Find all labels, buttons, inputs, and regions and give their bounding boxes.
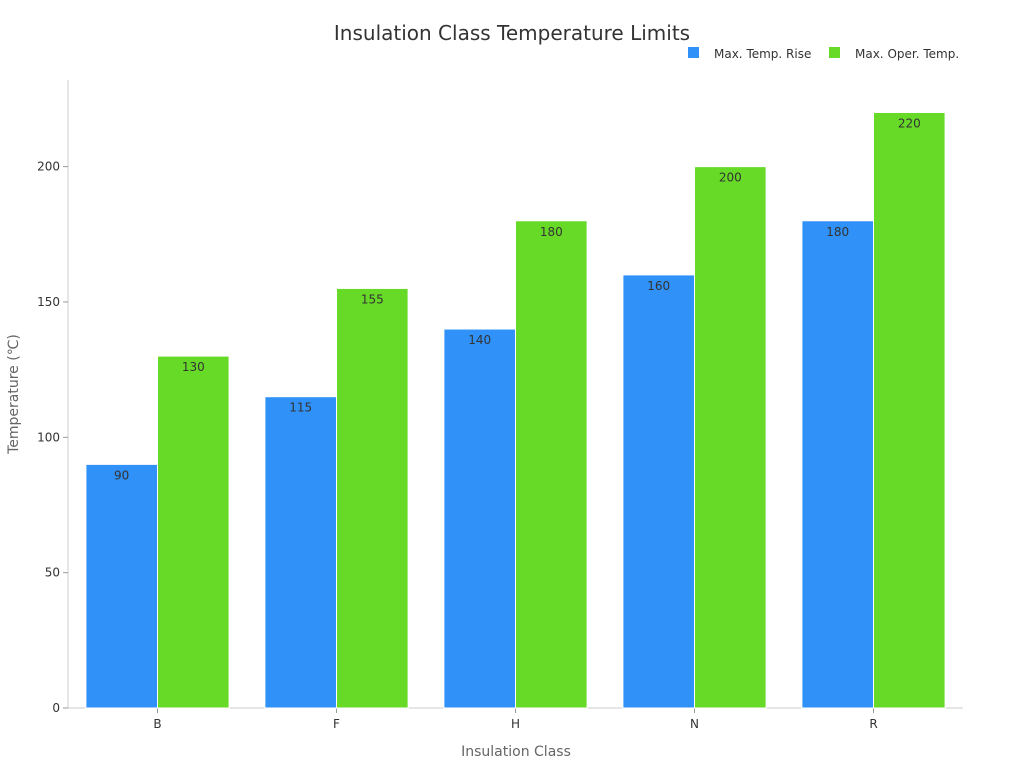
y-tick-label: 200 [37,160,60,174]
x-tick-label: B [153,717,161,731]
data-label: 155 [361,292,384,306]
legend: Max. Temp. Rise Max. Oper. Temp. [688,47,959,61]
data-label: 140 [468,333,491,347]
bar-B-0 [85,463,158,709]
x-tick-label: N [690,717,699,731]
legend-label: Max. Oper. Temp. [855,47,959,61]
bar-R-1 [873,111,946,709]
x-axis-label: Insulation Class [461,744,571,760]
bar-H-1 [515,220,588,709]
bar-F-1 [336,287,409,709]
bar-F-0 [264,396,337,709]
data-label: 160 [647,279,670,293]
bar-N-0 [622,274,696,709]
data-label: 90 [114,468,129,482]
chart-title: Insulation Class Temperature Limits [334,21,690,45]
bar-N-1 [694,166,767,709]
data-label: 180 [826,225,849,239]
x-tick-label: F [333,717,340,731]
y-tick-label: 50 [45,566,60,580]
x-tick-label: H [511,717,520,731]
y-tick-label: 0 [52,701,60,715]
bar-H-0 [443,328,516,709]
data-label: 200 [719,171,742,185]
legend-label: Max. Temp. Rise [714,47,811,61]
data-label: 130 [182,360,205,374]
data-label: 180 [540,225,563,239]
y-tick-label: 100 [37,430,60,444]
bars: 90 130 115 155 140 180 160 200 180 220 [85,111,946,709]
bar-R-0 [801,220,875,709]
data-label: 115 [289,401,312,415]
data-label: 220 [898,116,921,130]
legend-swatch [829,47,840,58]
y-axis: 0 50 100 150 200 [37,80,69,715]
y-tick-label: 150 [37,295,60,309]
x-tick-label: R [869,717,877,731]
y-axis-label: Temperature (℃) [6,334,22,455]
bar-B-1 [157,355,230,709]
legend-swatch [688,47,699,58]
